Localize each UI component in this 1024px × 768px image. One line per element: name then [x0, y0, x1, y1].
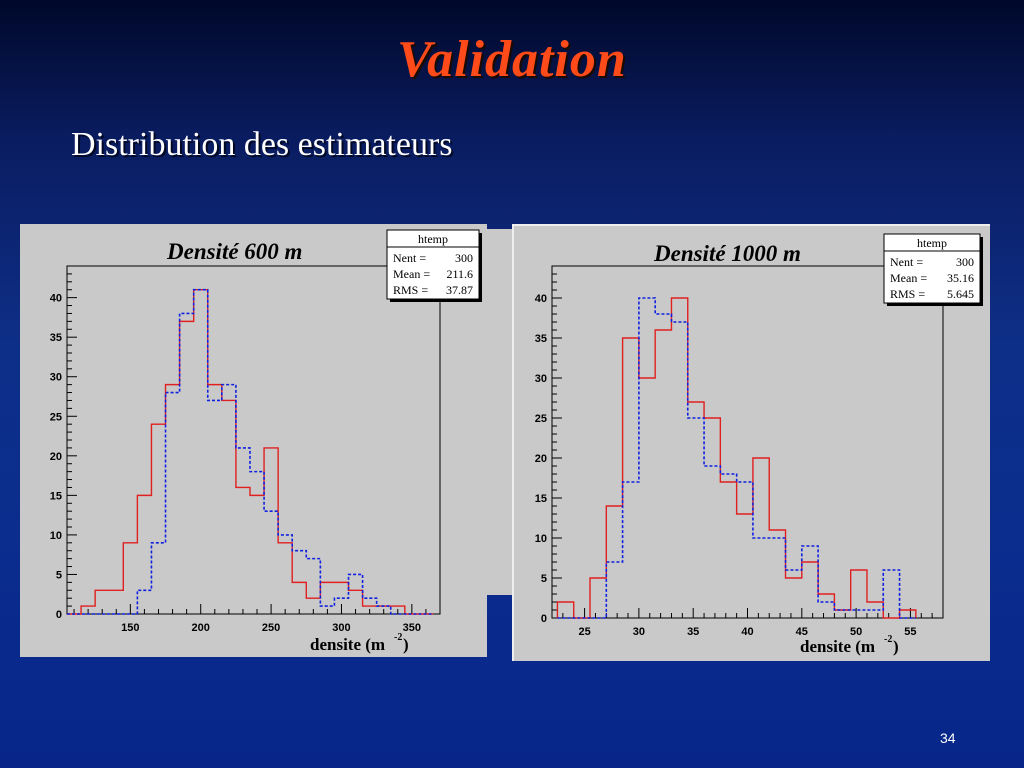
x-axis-label-close: ) — [403, 635, 409, 654]
y-tick-label: 25 — [50, 411, 62, 423]
y-tick-label: 25 — [535, 413, 547, 425]
histogram-series-solid — [556, 297, 917, 619]
y-tick-label: 30 — [535, 373, 547, 385]
histogram-chart-600m: Densité 600 m 0 5 10 15 20 25 30 35 40 150 200 250 30… — [50, 229, 482, 654]
y-tick-label: 5 — [541, 573, 547, 585]
y-tick-label: 35 — [50, 332, 62, 344]
x-tick-label: 35 — [687, 626, 699, 638]
stats-label: RMS = — [393, 283, 428, 297]
slide-subtitle: Distribution des estimateurs — [71, 126, 453, 163]
x-tick-label: 40 — [741, 626, 753, 638]
y-tick-label: 15 — [50, 490, 62, 502]
plot-title: Densité 1000 m — [653, 241, 801, 266]
stats-label: RMS = — [890, 287, 925, 301]
y-tick-label: 40 — [535, 293, 547, 305]
stats-value: 300 — [455, 251, 473, 265]
slide-title: Validation — [397, 31, 627, 88]
y-tick-label: 10 — [535, 533, 547, 545]
page-number: 34 — [940, 730, 956, 746]
x-axis-label: densite (m — [310, 635, 385, 654]
x-tick-label: 55 — [904, 626, 916, 638]
histogram-series-dashed — [67, 288, 433, 615]
y-tick-label: 5 — [56, 569, 62, 581]
stats-value: 37.87 — [446, 283, 473, 297]
y-tick-label: 10 — [50, 530, 62, 542]
stats-value: 5.645 — [947, 287, 974, 301]
histogram-panel-1000m: Densité 1000 m 0 5 10 15 20 25 30 35 40 25 30 35 40 45… — [512, 224, 990, 661]
x-axis-label: densite (m — [800, 637, 875, 656]
x-tick-label: 300 — [332, 622, 350, 634]
histogram-chart-1000m: Densité 1000 m 0 5 10 15 20 25 30 35 40 25 30 35 40 45… — [535, 233, 983, 656]
y-tick-label: 20 — [535, 453, 547, 465]
x-tick-label: 200 — [192, 622, 210, 634]
stats-box-name: htemp — [917, 236, 947, 250]
x-axis-label-exponent: -2 — [884, 634, 892, 645]
stats-label: Mean = — [890, 271, 927, 285]
stats-label: Mean = — [393, 267, 430, 281]
stats-value: 300 — [956, 255, 974, 269]
y-tick-label: 0 — [56, 609, 62, 621]
x-axis-label-close: ) — [893, 637, 899, 656]
stats-label: Nent = — [393, 251, 426, 265]
plot-frame — [551, 265, 944, 619]
stats-value: 211.6 — [446, 267, 473, 281]
x-tick-label: 25 — [578, 626, 590, 638]
x-tick-label: 350 — [403, 622, 421, 634]
underlying-plot-fragment — [487, 229, 513, 595]
x-tick-label: 150 — [121, 622, 139, 634]
x-tick-label: 30 — [633, 626, 645, 638]
y-tick-label: 20 — [50, 451, 62, 463]
y-tick-label: 0 — [541, 613, 547, 625]
x-axis-label-exponent: -2 — [394, 632, 402, 643]
y-tick-label: 40 — [50, 293, 62, 305]
x-tick-label: 50 — [850, 626, 862, 638]
y-tick-label: 15 — [535, 493, 547, 505]
stats-value: 35.16 — [947, 271, 974, 285]
stats-box-name: htemp — [418, 232, 448, 246]
histogram-panel-600m: Densité 600 m 0 5 10 15 20 25 30 35 40 150 200 250 30… — [20, 224, 487, 657]
y-tick-label: 35 — [535, 333, 547, 345]
stats-label: Nent = — [890, 255, 923, 269]
x-tick-label: 45 — [796, 626, 808, 638]
stats-box — [883, 233, 981, 304]
y-tick-label: 30 — [50, 372, 62, 384]
histogram-series-dashed — [557, 297, 916, 619]
stats-box — [386, 229, 480, 300]
histogram-series-solid — [67, 289, 433, 615]
x-tick-label: 250 — [262, 622, 280, 634]
plot-title: Densité 600 m — [166, 239, 302, 264]
